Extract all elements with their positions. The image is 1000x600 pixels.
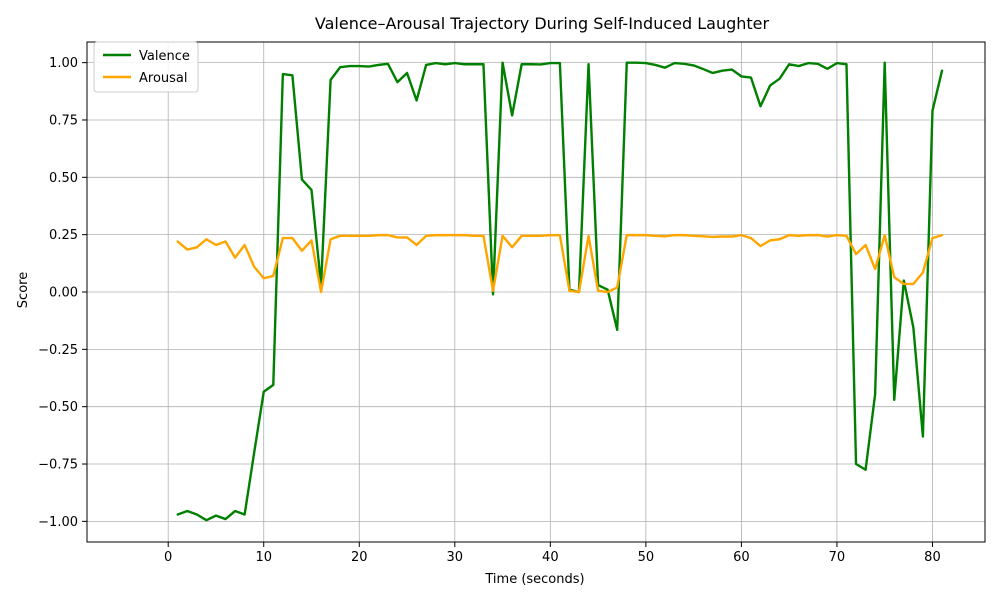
x-tick-label: 80 [924,550,941,565]
legend-label-arousal: Arousal [139,71,188,86]
chart-title: Valence–Arousal Trajectory During Self-I… [315,14,770,33]
y-tick-label: 0.75 [49,113,78,128]
x-tick-label: 20 [351,550,368,565]
x-tick-label: 30 [447,550,464,565]
y-tick-label: −0.50 [38,400,78,415]
y-tick-label: −1.00 [38,515,78,530]
y-tick-label: −0.25 [38,343,78,358]
series-line-valence [176,61,944,522]
x-tick-label: 40 [542,550,559,565]
y-tick-label: 0.25 [49,228,78,243]
x-tick-label: 0 [164,550,172,565]
plot-area: 0 10 20 30 40 50 60 70 80 −1.00 −0.75 −0.50 −0.25 0.0… [38,41,986,565]
x-tick-label: 60 [733,550,750,565]
y-tick-label: 0.50 [49,171,78,186]
y-tick-label: −0.75 [38,458,78,473]
series-line-arousal [176,233,944,294]
y-axis-label: Score [16,272,31,308]
x-tick-label: 50 [638,550,655,565]
x-tick-label: 10 [255,550,272,565]
x-tick-label: 70 [829,550,846,565]
y-tick-label: 0.00 [49,286,78,301]
legend-label-valence: Valence [139,49,190,64]
x-axis-label: Time (seconds) [484,572,584,587]
y-tick-label: 1.00 [49,56,78,71]
